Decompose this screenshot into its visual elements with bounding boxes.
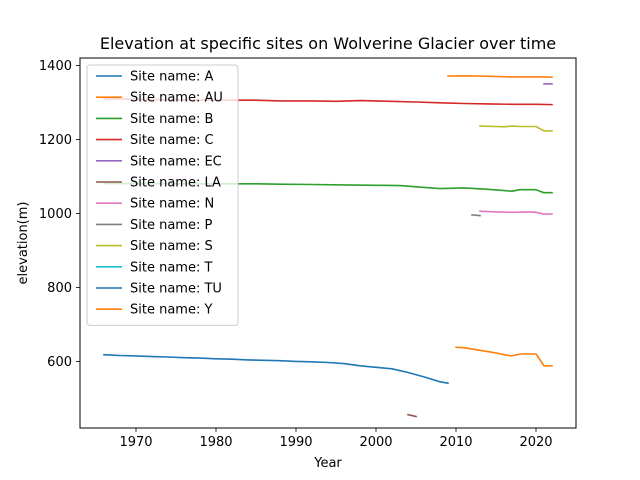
- legend-frame: [86, 64, 239, 326]
- series-line-6: [479, 210, 553, 215]
- legend-label: Site name: EC: [130, 154, 222, 169]
- series-line-1: [447, 75, 553, 79]
- y-axis: 600 800 1000 1200 1400: [39, 59, 80, 370]
- series-line-11: [455, 346, 553, 367]
- series-line-0: [103, 353, 449, 385]
- legend-label: Site name: S: [130, 239, 213, 254]
- legend-label: Site name: Y: [130, 303, 212, 318]
- y-axis-label: elevation(m): [16, 202, 31, 285]
- series-line-5: [407, 413, 417, 418]
- legend-label: Site name: B: [130, 112, 213, 127]
- x-axis-label: Year: [313, 456, 342, 471]
- series-line-7: [471, 214, 481, 217]
- legend-label: Site name: AU: [130, 91, 223, 106]
- y-tick-label: 1200: [39, 133, 72, 148]
- x-tick-label: 1970: [119, 435, 152, 450]
- x-tick-label: 2020: [519, 435, 552, 450]
- legend-label: Site name: T: [130, 260, 212, 275]
- legend-label: Site name: LA: [130, 176, 221, 191]
- legend-label: Site name: A: [130, 70, 213, 85]
- y-tick-label: 800: [47, 281, 72, 296]
- x-tick-label: 2000: [359, 435, 392, 450]
- axes-frame: [79, 57, 577, 429]
- x-tick-label: 1980: [199, 435, 232, 450]
- x-tick-label: 1990: [279, 435, 312, 450]
- legend-label: Site name: N: [130, 197, 214, 212]
- legend: Site name: A Site name: AU Site name: B Sit…: [86, 64, 239, 326]
- series-line-8: [479, 125, 553, 132]
- chart-title: Elevation at specific sites on Wolverine…: [100, 34, 556, 53]
- y-tick-label: 600: [47, 355, 72, 370]
- x-tick-label: 2010: [439, 435, 472, 450]
- legend-label: Site name: P: [130, 218, 212, 233]
- y-tick-label: 1400: [39, 59, 72, 74]
- x-axis: 1970 1980 1990 2000 2010 2020: [119, 428, 553, 450]
- legend-label: Site name: TU: [130, 282, 222, 297]
- legend-label: Site name: C: [130, 133, 214, 148]
- y-tick-label: 1000: [39, 207, 72, 222]
